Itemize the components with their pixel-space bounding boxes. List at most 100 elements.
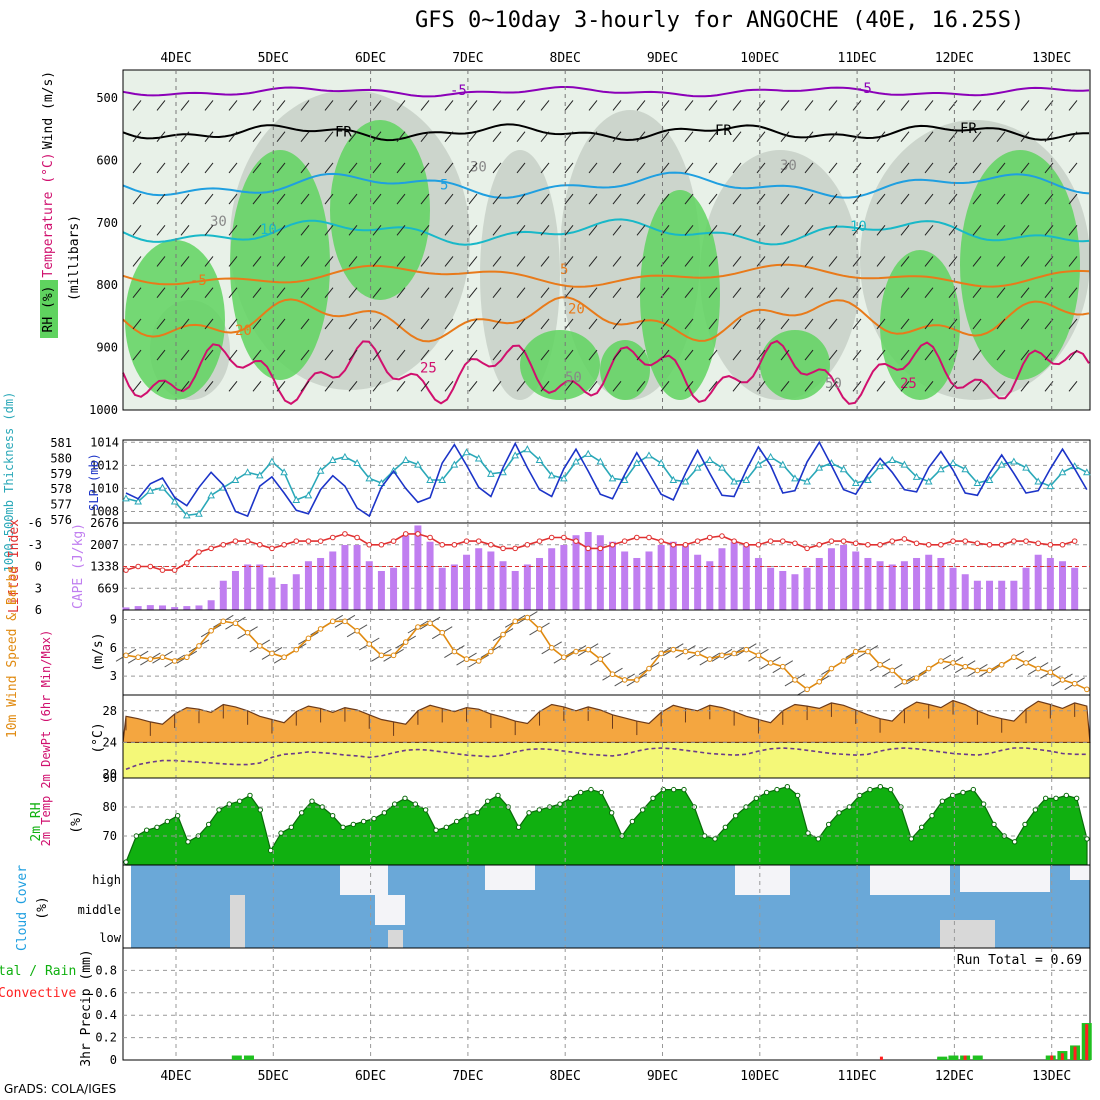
thickness-point — [487, 469, 495, 477]
cape-bar — [913, 557, 921, 610]
temp-axis-label: 2m Temp 2m DewPt (6hr Min/Max) — [39, 630, 53, 847]
wind-barb — [276, 224, 286, 236]
wind-barb — [1068, 318, 1078, 330]
wind-barb — [468, 287, 478, 298]
lifted-index-point — [840, 538, 847, 544]
wind-barb — [828, 193, 838, 205]
bottom-date-label: 11DEC — [838, 1069, 877, 1084]
wind-barb — [396, 131, 406, 142]
wind-barb — [756, 256, 766, 267]
wind-barb — [708, 349, 718, 361]
cape-bar — [146, 605, 154, 610]
precip-tick-label: 0 — [110, 1053, 117, 1067]
lifted-index-point — [816, 541, 823, 548]
wind-barb — [420, 193, 430, 205]
wind-barb — [348, 349, 358, 361]
thickness-tick-label: 577 — [50, 498, 72, 512]
bottom-date-label: 13DEC — [1032, 1069, 1071, 1084]
wind-barb — [1068, 100, 1078, 111]
wind-barb — [444, 224, 454, 236]
lifted-index-point — [342, 531, 348, 537]
lifted-index-point — [123, 567, 129, 573]
rh2m-point — [433, 827, 439, 833]
wind-barb — [588, 380, 598, 392]
cape-bar — [1059, 561, 1067, 610]
lifted-index-point — [913, 540, 920, 547]
wind-barb — [828, 224, 838, 236]
wind-speed-point — [427, 620, 433, 627]
wind-barb — [852, 318, 862, 330]
thickness-point — [474, 454, 483, 462]
rh2m-point — [732, 813, 739, 819]
rh2m-point — [557, 801, 563, 807]
wind-barb — [468, 131, 478, 142]
wind-barb — [900, 349, 910, 361]
precip-bar — [972, 1055, 983, 1060]
top-date-label: 13DEC — [1032, 51, 1071, 66]
top-date-label: 8DEC — [550, 51, 581, 66]
wind-speed-point — [561, 654, 567, 661]
wind-speed-point — [475, 658, 482, 664]
lifted-index-point — [1035, 540, 1041, 547]
wind-speed-point — [1047, 669, 1054, 676]
rh2m-point — [887, 786, 894, 793]
lifted-index-point — [488, 541, 494, 548]
wind-barb — [204, 162, 214, 174]
wind-speed-point — [646, 665, 652, 672]
wind-barb — [228, 162, 238, 174]
rh2m-point — [515, 824, 522, 830]
wind-barb — [732, 318, 742, 330]
rh2m-point — [1073, 795, 1080, 801]
wind-barb — [708, 162, 718, 174]
rh2m-point — [794, 792, 801, 799]
wind-barb — [540, 318, 550, 330]
cape-bar — [633, 557, 641, 610]
wind-speed-point — [694, 650, 701, 657]
wind-barb — [420, 224, 430, 236]
wind-barb — [492, 162, 502, 174]
thickness-point — [997, 460, 1006, 468]
wind-barb — [468, 193, 478, 205]
wind-speed-point — [184, 654, 190, 661]
thickness-point — [949, 459, 957, 467]
rh2m-point — [650, 795, 656, 801]
thickness-point — [450, 460, 459, 468]
wind-speed-point — [256, 643, 263, 649]
wind-barb — [804, 131, 814, 142]
wind-barb — [324, 100, 334, 111]
wind-barb — [588, 287, 598, 298]
rh2m-point — [226, 801, 233, 807]
wind-barb — [804, 287, 814, 298]
thickness-point — [608, 474, 617, 482]
cape-bar — [560, 544, 568, 610]
wind-barb — [900, 224, 910, 236]
top-date-axis: 4DEC 5DEC 6DEC 7DEC 8DEC 9DEC 10DEC 11DEC 12DEC 1… — [160, 51, 1071, 66]
rh2m-point — [143, 827, 150, 833]
wind-speed-point — [1084, 686, 1090, 693]
thickness-point — [426, 475, 434, 483]
bottom-date-label: 4DEC — [160, 1069, 191, 1084]
wind-barb — [516, 380, 526, 392]
cape-bar — [317, 557, 325, 610]
cloud-fraction-block — [485, 865, 535, 890]
wind-barb — [324, 256, 334, 267]
wind-barb — [948, 224, 958, 236]
wind-barb — [564, 131, 574, 142]
wind-speed-point — [135, 654, 141, 661]
wind-speed-point — [488, 648, 494, 655]
wind-barb — [732, 131, 742, 142]
rh2m-area — [125, 786, 1088, 866]
wind-barb — [444, 380, 454, 392]
thickness-point — [1046, 482, 1055, 490]
wind-barb — [348, 256, 358, 267]
wind-barb — [708, 131, 718, 142]
contour-label: 30 — [780, 158, 797, 174]
wind-barb — [900, 256, 910, 267]
cape-tick-label: 1338 — [90, 560, 119, 574]
bottom-date-label: 8DEC — [550, 1069, 581, 1084]
wind-barb — [492, 287, 502, 298]
wind-barb — [900, 193, 910, 205]
thickness-point — [681, 477, 690, 485]
wind-speed-point — [779, 663, 786, 670]
top-date-label: 4DEC — [160, 51, 191, 66]
